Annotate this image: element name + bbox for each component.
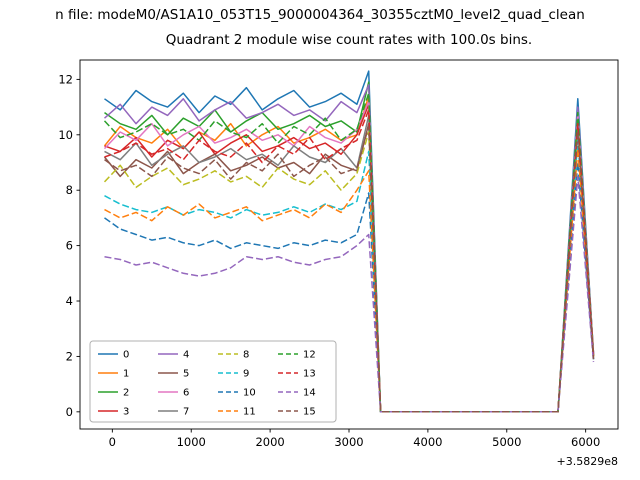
x-tick-label: 5000 — [492, 435, 521, 449]
series-line-15 — [104, 125, 595, 413]
legend-label-8: 8 — [243, 350, 249, 361]
series-line-10 — [104, 161, 595, 413]
legend-label-13: 13 — [303, 369, 316, 380]
y-tick-label: 12 — [58, 72, 73, 86]
legend-label-10: 10 — [243, 388, 256, 399]
legend-label-5: 5 — [183, 369, 189, 380]
x-tick-label: 6000 — [571, 435, 600, 449]
x-tick-label: 4000 — [413, 435, 442, 449]
legend-label-12: 12 — [303, 350, 316, 361]
legend-label-6: 6 — [183, 388, 189, 399]
legend-box — [89, 340, 337, 423]
y-tick-label: 6 — [66, 239, 73, 253]
legend-label-2: 2 — [123, 388, 129, 399]
x-axis-offset-text: +3.5829e8 — [556, 455, 618, 468]
x-tick-label: 0 — [109, 435, 116, 449]
axes-title: Quadrant 2 module wise count rates with … — [165, 32, 533, 48]
series-line-14 — [104, 175, 595, 413]
x-tick-label: 2000 — [255, 435, 284, 449]
legend-label-0: 0 — [123, 350, 129, 361]
series-line-13 — [104, 109, 595, 413]
x-tick-label: 3000 — [334, 435, 363, 449]
legend-label-1: 1 — [123, 369, 129, 380]
y-tick-label: 8 — [66, 183, 73, 197]
legend-label-11: 11 — [243, 407, 256, 418]
y-tick-label: 4 — [66, 294, 73, 308]
legend-label-3: 3 — [123, 407, 129, 418]
y-tick-label: 10 — [58, 128, 73, 142]
legend-label-7: 7 — [183, 407, 189, 418]
y-tick-label: 0 — [66, 405, 73, 419]
figure-suptitle: n file: modeM0/AS1A10_053T15_9000004364_… — [55, 7, 585, 23]
legend-label-9: 9 — [243, 369, 249, 380]
legend-label-14: 14 — [303, 388, 316, 399]
legend-label-4: 4 — [183, 350, 189, 361]
y-tick-label: 2 — [66, 349, 73, 363]
x-tick-label: 1000 — [177, 435, 206, 449]
legend-label-15: 15 — [303, 407, 316, 418]
